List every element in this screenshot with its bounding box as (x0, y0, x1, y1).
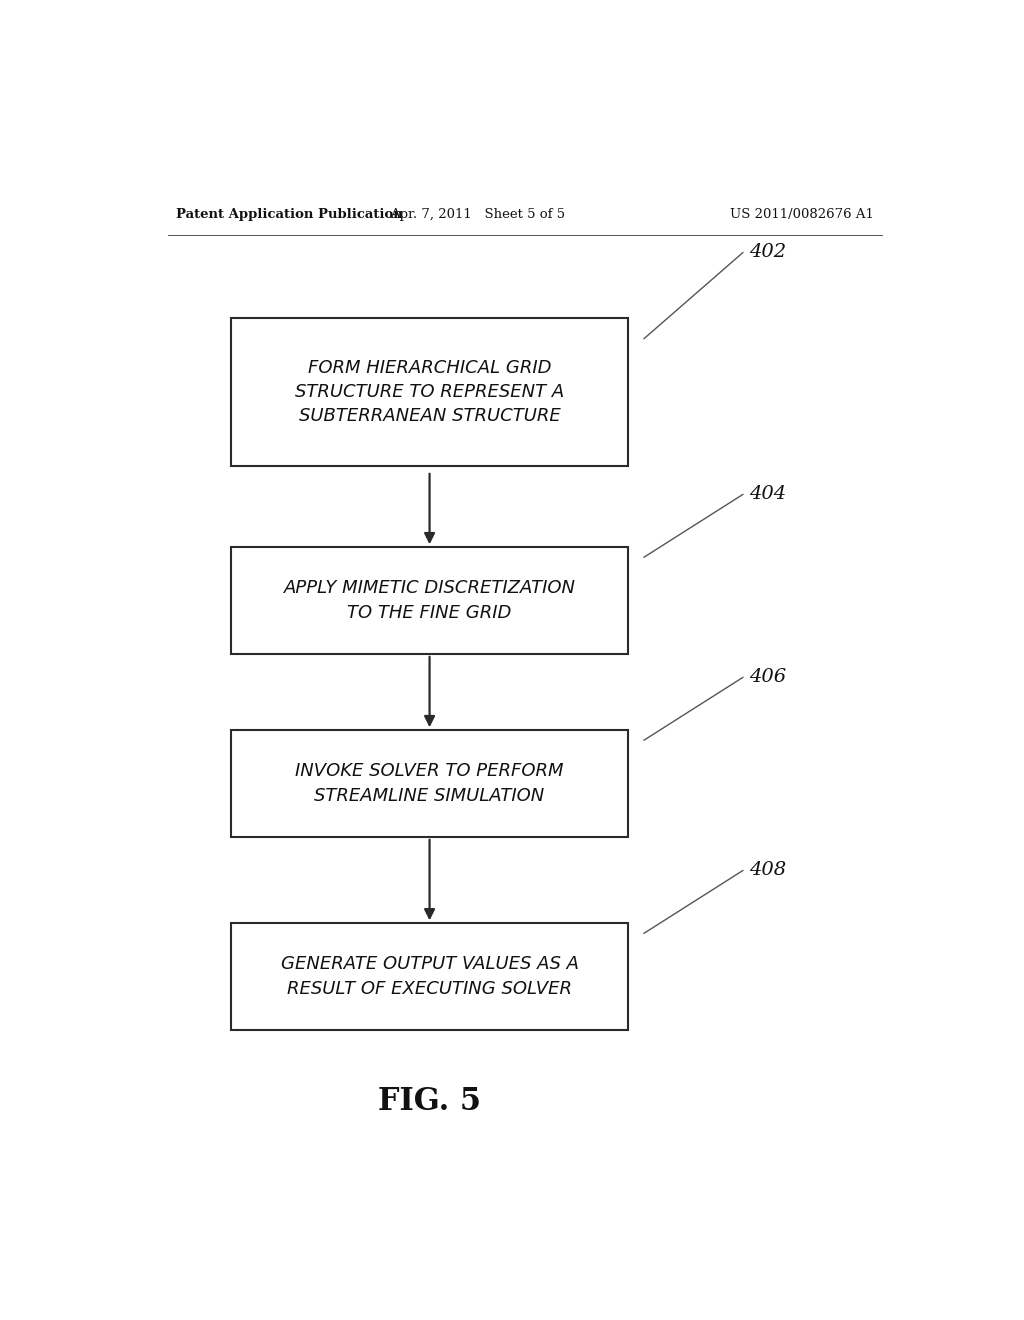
Bar (231, 730, 628, 837)
Text: US 2011/0082676 A1: US 2011/0082676 A1 (730, 207, 873, 220)
Bar (231, 923, 628, 1030)
Text: FORM HIERARCHICAL GRID
STRUCTURE TO REPRESENT A
SUBTERRANEAN STRUCTURE: FORM HIERARCHICAL GRID STRUCTURE TO REPR… (295, 359, 564, 425)
Bar (231, 318, 628, 466)
Text: APPLY MIMETIC DISCRETIZATION
TO THE FINE GRID: APPLY MIMETIC DISCRETIZATION TO THE FINE… (284, 579, 575, 622)
Text: 406: 406 (749, 668, 785, 686)
Bar (231, 548, 628, 653)
Text: INVOKE SOLVER TO PERFORM
STREAMLINE SIMULATION: INVOKE SOLVER TO PERFORM STREAMLINE SIMU… (295, 763, 564, 805)
Text: 402: 402 (749, 243, 785, 261)
Text: GENERATE OUTPUT VALUES AS A
RESULT OF EXECUTING SOLVER: GENERATE OUTPUT VALUES AS A RESULT OF EX… (281, 956, 579, 998)
Text: FIG. 5: FIG. 5 (378, 1086, 481, 1117)
Text: 408: 408 (749, 862, 785, 879)
Text: 404: 404 (749, 486, 785, 503)
Text: Patent Application Publication: Patent Application Publication (176, 207, 402, 220)
Text: Apr. 7, 2011   Sheet 5 of 5: Apr. 7, 2011 Sheet 5 of 5 (389, 207, 565, 220)
